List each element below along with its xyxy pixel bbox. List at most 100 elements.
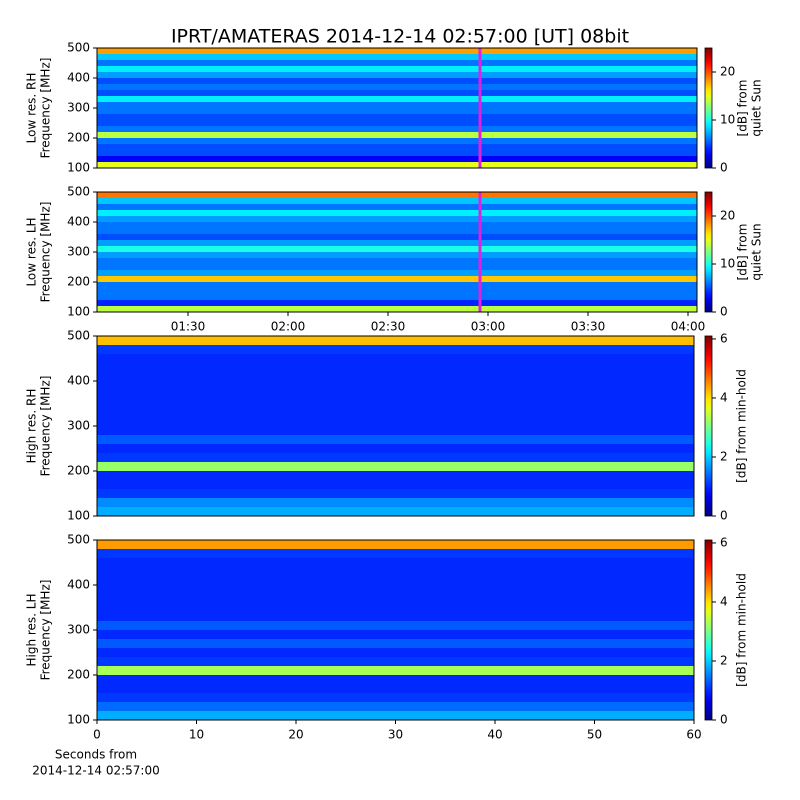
colorbar-tick-label: 0 xyxy=(720,713,728,727)
heatmap-band xyxy=(97,657,694,666)
heatmap-band xyxy=(97,471,694,480)
y-tick-label: 500 xyxy=(67,329,90,343)
heatmap-band xyxy=(97,576,694,585)
colorbar-tick-label: 10 xyxy=(720,257,735,271)
heatmap-band xyxy=(97,84,697,90)
colorbar-tick-label: 2 xyxy=(720,449,728,463)
y-tick-label: 200 xyxy=(67,131,90,145)
heatmap-band xyxy=(97,630,694,639)
heatmap-band xyxy=(97,222,697,228)
y-tick-label: 300 xyxy=(67,419,90,433)
x-tick-label: 01:30 xyxy=(171,320,206,334)
heatmap-band xyxy=(97,108,697,114)
colorbar-label: quiet Sun xyxy=(750,79,764,136)
heatmap-band xyxy=(97,66,697,72)
heatmap-band xyxy=(97,258,697,264)
x-tick-label: 04:00 xyxy=(671,320,706,334)
heatmap-band xyxy=(97,156,697,162)
heatmap-band xyxy=(97,693,694,702)
heatmap-band xyxy=(97,639,694,648)
heatmap-band xyxy=(97,603,694,612)
heatmap-band xyxy=(97,372,694,381)
heatmap-band xyxy=(97,294,697,300)
heatmap-band xyxy=(97,270,697,276)
heatmap-band xyxy=(97,150,697,156)
x-tick-label: 40 xyxy=(487,728,502,742)
colorbar-tick-label: 0 xyxy=(720,509,728,523)
heatmap-band xyxy=(97,711,694,720)
heatmap-band xyxy=(97,216,697,222)
heatmap-band xyxy=(97,354,694,363)
heatmap-band xyxy=(97,204,697,210)
heatmap-band xyxy=(97,426,694,435)
heatmap-band xyxy=(97,399,694,408)
heatmap-band xyxy=(97,558,694,567)
y-tick-label: 200 xyxy=(67,668,90,682)
y-tick-label: 500 xyxy=(67,533,90,547)
y-tick-label: 100 xyxy=(67,161,90,175)
heatmap-band xyxy=(97,300,697,306)
y-axis-label: Frequency [MHz] xyxy=(39,202,53,303)
heatmap-band xyxy=(97,210,697,216)
colorbar-label: [dB] from xyxy=(736,80,750,137)
heatmap-band xyxy=(97,381,694,390)
x-tick-label: 30 xyxy=(388,728,403,742)
heatmap-band xyxy=(97,252,697,258)
colorbar-label: [dB] from min-hold xyxy=(735,369,749,483)
colorbar-tick-label: 4 xyxy=(720,390,728,404)
y-tick-label: 300 xyxy=(67,101,90,115)
x-tick-label: 02:00 xyxy=(271,320,306,334)
y-tick-label: 400 xyxy=(67,578,90,592)
heatmap-band xyxy=(97,60,697,66)
x-tick-label: 10 xyxy=(189,728,204,742)
heatmap-band xyxy=(97,162,697,168)
heatmap-band xyxy=(97,435,694,444)
colorbar-tick-label: 20 xyxy=(720,65,735,79)
colorbar-tick-label: 0 xyxy=(720,305,728,319)
colorbar-tick-label: 20 xyxy=(720,209,735,223)
heatmap-band xyxy=(97,462,694,471)
x-tick-label: 50 xyxy=(587,728,602,742)
x-axis-label: Seconds from xyxy=(55,748,137,762)
heatmap-band xyxy=(97,114,697,120)
colorbar-label: quiet Sun xyxy=(750,223,764,280)
heatmap-band xyxy=(97,498,694,507)
heatmap-band xyxy=(97,507,694,516)
heatmap-band xyxy=(97,78,697,84)
colorbar-tick-label: 4 xyxy=(720,594,728,608)
heatmap-band xyxy=(97,54,697,60)
y-tick-label: 200 xyxy=(67,464,90,478)
y-tick-label: 500 xyxy=(67,41,90,55)
y-tick-label: 300 xyxy=(67,623,90,637)
colorbar xyxy=(704,335,713,517)
heatmap-band xyxy=(97,567,694,576)
y-tick-label: 400 xyxy=(67,215,90,229)
colorbar-tick-label: 2 xyxy=(720,653,728,667)
heatmap-band xyxy=(97,684,694,693)
heatmap-band xyxy=(97,408,694,417)
y-axis-label: High res. RH xyxy=(25,389,39,464)
heatmap-band xyxy=(97,702,694,711)
x-tick-label: 60 xyxy=(686,728,701,742)
heatmap-band xyxy=(97,234,697,240)
y-tick-label: 400 xyxy=(67,71,90,85)
heatmap-band xyxy=(97,246,697,252)
heatmap-band xyxy=(97,72,697,78)
heatmap-band xyxy=(97,48,697,54)
heatmap-band xyxy=(97,453,694,462)
heatmap-band xyxy=(97,138,697,144)
heatmap-band xyxy=(97,288,697,294)
heatmap-band xyxy=(97,480,694,489)
y-tick-label: 100 xyxy=(67,509,90,523)
y-axis-label: Frequency [MHz] xyxy=(39,376,53,477)
colorbar xyxy=(704,47,713,169)
colorbar-tick-label: 0 xyxy=(720,161,728,175)
colorbar-tick-label: 6 xyxy=(720,535,728,549)
heatmap-band xyxy=(97,612,694,621)
heatmap-band xyxy=(97,648,694,657)
colorbar-tick-label: 10 xyxy=(720,113,735,127)
heatmap-band xyxy=(97,96,697,102)
colorbar xyxy=(704,191,713,313)
heatmap-band xyxy=(97,132,697,138)
